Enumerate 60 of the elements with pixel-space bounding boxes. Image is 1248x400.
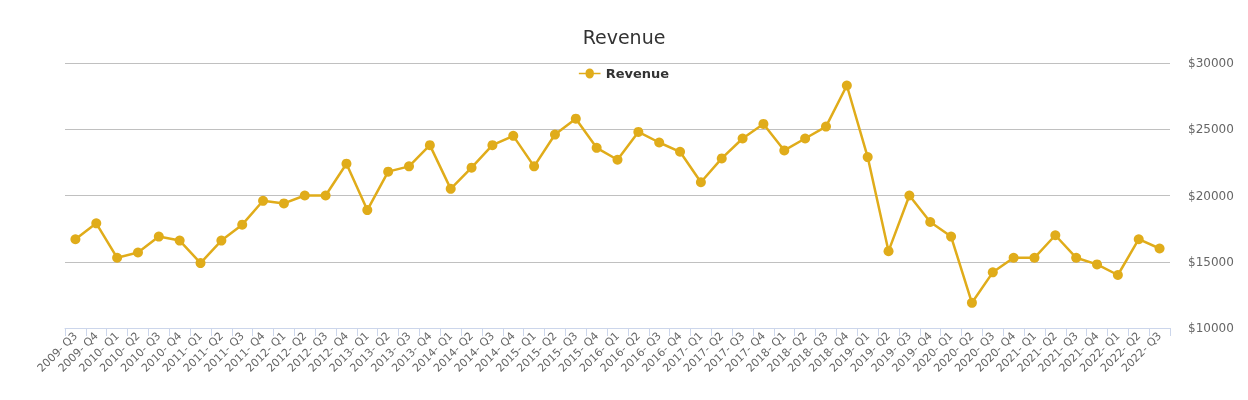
point: [132, 247, 143, 258]
point: [737, 133, 748, 144]
point: [821, 121, 831, 132]
point: [549, 129, 560, 140]
point: [362, 205, 373, 216]
point: [508, 130, 519, 141]
point: [925, 217, 936, 227]
point: [466, 162, 477, 173]
point: [1154, 243, 1165, 254]
y-tick-label: $10000: [1188, 321, 1234, 335]
point: [654, 137, 665, 148]
point: [383, 166, 394, 177]
point: [1008, 252, 1019, 263]
point: [1071, 252, 1082, 263]
point: [91, 218, 102, 229]
point: [841, 80, 852, 91]
point: [987, 267, 998, 278]
point: [675, 146, 686, 157]
point: [758, 118, 769, 129]
point: [404, 161, 415, 172]
point: [112, 252, 123, 263]
point: [904, 190, 915, 201]
point: [153, 231, 164, 242]
point: [862, 152, 873, 163]
point: [800, 133, 811, 144]
y-tick-label: $30000: [1188, 56, 1234, 70]
point: [1133, 234, 1144, 245]
point: [612, 154, 623, 165]
legend-label: Revenue: [605, 66, 670, 81]
point: [424, 140, 435, 151]
point: [779, 145, 790, 156]
point: [341, 158, 352, 169]
point: [174, 235, 185, 246]
point: [320, 190, 331, 201]
point: [195, 258, 206, 269]
chart-title: Revenue: [582, 25, 666, 48]
point: [716, 153, 727, 164]
point: [966, 297, 977, 308]
y-tick-label: $20000: [1188, 188, 1234, 203]
point: [529, 161, 540, 172]
y-tick-label: $15000: [1188, 254, 1234, 269]
point: [695, 177, 706, 188]
point: [278, 198, 289, 209]
point: [591, 142, 602, 153]
point: [299, 190, 310, 201]
point: [570, 113, 581, 124]
point: [883, 246, 894, 257]
point: [258, 195, 269, 206]
point: [216, 235, 227, 246]
point: [946, 231, 957, 242]
point: [633, 126, 644, 137]
point: [1029, 252, 1040, 263]
point: [1050, 230, 1061, 241]
point: [487, 140, 498, 151]
point: [70, 234, 81, 245]
y-tick-label: $25000: [1188, 122, 1234, 137]
point: [445, 183, 456, 194]
point: [1112, 270, 1123, 280]
point: [1092, 259, 1103, 270]
point: [237, 219, 248, 230]
